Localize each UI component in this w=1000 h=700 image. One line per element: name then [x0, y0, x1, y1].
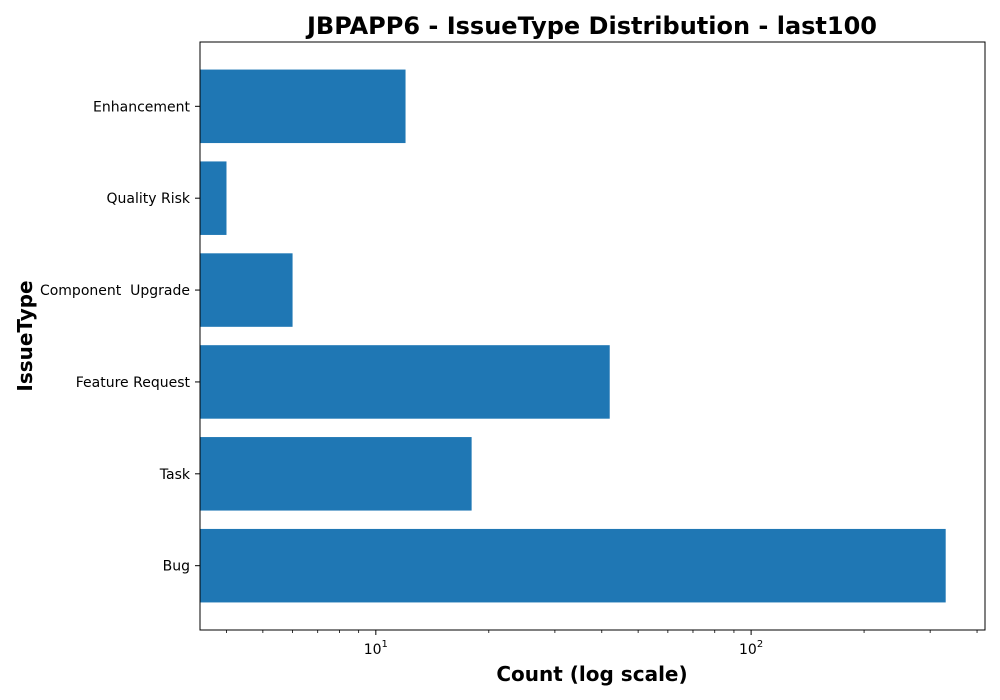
bar-task: [200, 437, 472, 511]
y-tick-label-component-upgrade: Component Upgrade: [40, 283, 190, 299]
bar-quality-risk: [200, 161, 227, 235]
x-axis: 101 102: [226, 630, 978, 658]
x-axis-title: Count (log scale): [496, 662, 687, 686]
x-tick-label-10e2: 102: [739, 639, 763, 658]
y-tick-label-feature-request: Feature Request: [76, 375, 191, 391]
bars-layer: [200, 69, 946, 603]
y-axis-title: IssueType: [13, 280, 37, 391]
x-tick-label-10e1: 101: [364, 639, 388, 658]
y-axis: Bug Task Feature Request Component Upgrade Q…: [40, 99, 200, 575]
bar-bug: [200, 528, 946, 603]
bar-component-upgrade: [200, 253, 293, 327]
plot-area-frame: [199, 41, 986, 631]
y-tick-label-quality-risk: Quality Risk: [107, 191, 191, 207]
bar-enhancement: [200, 69, 406, 144]
chart-title: JBPAPP6 - IssueType Distribution - last1…: [305, 12, 877, 40]
y-tick-label-bug: Bug: [163, 559, 190, 575]
y-tick-label-task: Task: [159, 467, 191, 483]
bar-feature-request: [200, 345, 610, 419]
y-tick-label-enhancement: Enhancement: [93, 99, 190, 115]
